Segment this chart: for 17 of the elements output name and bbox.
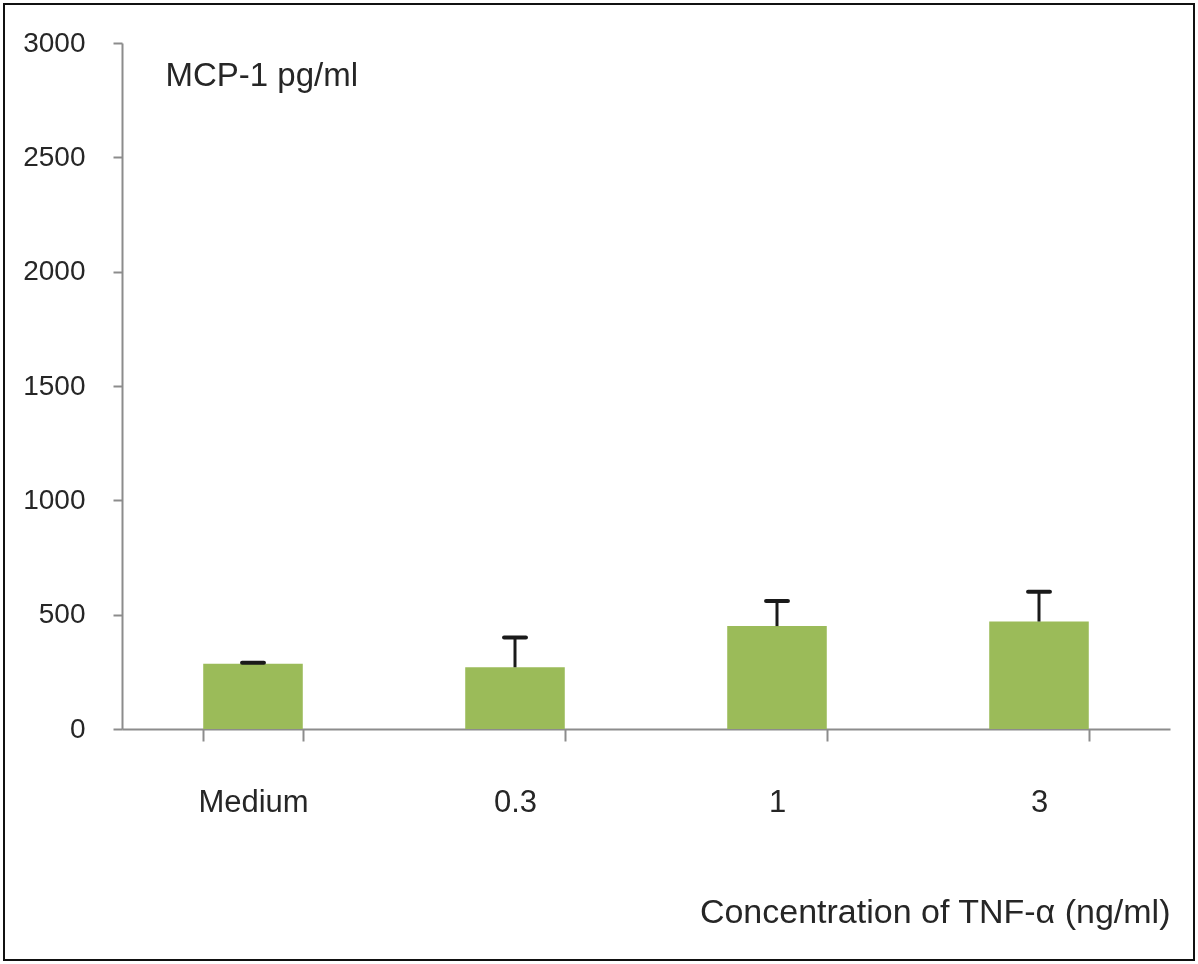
x-axis-title: Concentration of TNF-α (ng/ml) (699, 891, 1171, 930)
y-tick-label: 0 (69, 712, 86, 744)
y-tick-label: 1500 (23, 369, 86, 401)
y-tick-label: 2000 (23, 255, 86, 287)
x-tick-label: 3 (1030, 783, 1049, 819)
bar (989, 621, 1089, 729)
y-tick-label: 2500 (23, 140, 86, 172)
bar (727, 626, 827, 729)
y-axis-title: MCP-1 pg/ml (165, 55, 359, 93)
x-tick-label: Medium (198, 783, 309, 819)
y-tick-label: 500 (38, 598, 86, 630)
x-tick-label: 0.3 (493, 783, 538, 819)
bar (465, 667, 565, 729)
y-tick-label: 1000 (23, 483, 86, 515)
x-tick-label: 1 (768, 783, 787, 819)
bar (203, 663, 303, 729)
y-tick-label: 3000 (23, 26, 86, 58)
